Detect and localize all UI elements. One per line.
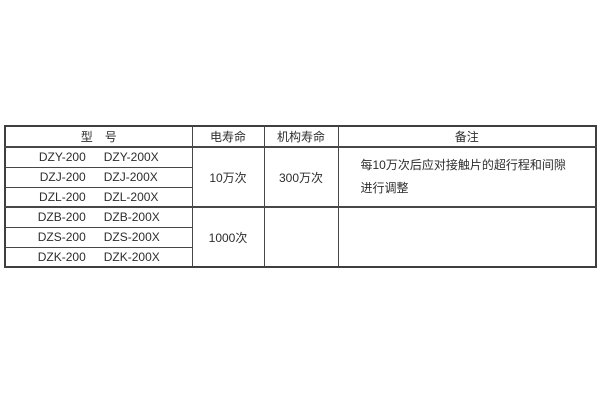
mechanism-life-group1: 300万次 (263, 146, 339, 208)
remark-line-2: 进行调整 (360, 181, 409, 195)
model-cell-dzs: DZS-200 DZS-200X (4, 226, 193, 248)
model-variant: DZL-200X (103, 189, 159, 204)
model-cell-dzj: DZJ-200 DZJ-200X (4, 166, 193, 188)
relay-spec-table: 型 号 电寿命 机构寿命 备注 DZY-200 DZY-200X 10万次 30… (4, 125, 597, 268)
electrical-life-group1: 10万次 (191, 146, 265, 208)
remark-line-1: 每10万次后应对接触片的超行程和间隙 (360, 158, 566, 172)
electrical-life-group2: 1000次 (191, 206, 265, 268)
table-row-dzs: DZS-200 DZS-200X (4, 226, 596, 248)
model-cell-dzl: DZL-200 DZL-200X (4, 186, 193, 208)
col-header-electrical-life: 电寿命 (191, 125, 265, 148)
table-row-dzb: DZB-200 DZB-200X 1000次 (4, 206, 597, 268)
model-base: DZB-200 (37, 210, 86, 225)
model-base: DZK-200 (37, 249, 86, 264)
model-variant: DZY-200X (103, 150, 159, 165)
remarks-group2 (337, 206, 597, 268)
col-header-remarks: 备注 (337, 125, 597, 148)
table-row-dzy: DZY-200 DZY-200X 10万次 300万次 每10万次后应对接触片的… (4, 146, 597, 208)
model-variant: DZK-200X (103, 249, 160, 264)
model-base: DZJ-200 (39, 170, 86, 184)
model-cell-dzy: DZY-200 DZY-200X (4, 146, 193, 168)
col-header-mechanism-life: 机构寿命 (263, 125, 339, 148)
model-cell-dzk: DZK-200 DZK-200X (4, 246, 193, 268)
table-row-dzj: DZJ-200 DZJ-200X (4, 166, 596, 188)
model-variant: DZS-200X (103, 230, 160, 244)
model-cell-dzb: DZB-200 DZB-200X (4, 206, 193, 228)
model-variant: DZJ-200X (103, 170, 158, 184)
model-variant: DZB-200X (103, 210, 160, 225)
col-header-model: 型 号 (4, 125, 193, 148)
remarks-group1: 每10万次后应对接触片的超行程和间隙 进行调整 (337, 146, 597, 208)
header-row: 型 号 电寿命 机构寿命 备注 (4, 125, 597, 148)
table-row-dzl: DZL-200 DZL-200X (4, 186, 596, 208)
model-base: DZS-200 (37, 230, 86, 244)
mechanism-life-group2 (263, 206, 339, 268)
table-row-dzk: DZK-200 DZK-200X (4, 246, 596, 268)
model-base: DZY-200 (38, 150, 86, 165)
model-base: DZL-200 (39, 189, 86, 204)
